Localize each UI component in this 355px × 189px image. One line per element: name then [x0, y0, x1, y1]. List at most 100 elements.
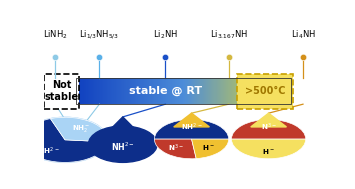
Bar [164, 78, 165, 104]
Bar [168, 78, 169, 104]
Bar [224, 78, 225, 104]
FancyBboxPatch shape [44, 74, 79, 108]
Bar [147, 78, 148, 104]
Bar [92, 78, 93, 104]
Bar [146, 78, 147, 104]
Bar [129, 78, 130, 104]
Bar [121, 78, 122, 104]
Polygon shape [105, 117, 140, 134]
Wedge shape [154, 139, 196, 159]
Wedge shape [192, 139, 229, 159]
Bar [231, 78, 233, 104]
Bar [270, 78, 271, 104]
Bar [133, 78, 134, 104]
Bar [237, 78, 238, 104]
Bar [249, 78, 250, 104]
Bar [109, 78, 110, 104]
Bar [80, 78, 81, 104]
Bar [214, 78, 215, 104]
Bar [179, 78, 180, 104]
Polygon shape [251, 113, 286, 127]
Bar [191, 78, 192, 104]
Bar [81, 78, 82, 104]
Text: NH$^{2-}$: NH$^{2-}$ [38, 145, 60, 156]
Bar [167, 78, 168, 104]
Bar [130, 78, 131, 104]
Bar [288, 78, 289, 104]
Bar [230, 78, 231, 104]
Bar [220, 78, 221, 104]
Bar [252, 78, 253, 104]
Bar [148, 78, 149, 104]
Bar [260, 78, 261, 104]
Bar [169, 78, 170, 104]
Bar [234, 78, 235, 104]
Bar [193, 78, 194, 104]
Bar [134, 78, 135, 104]
Bar [171, 78, 173, 104]
Bar [180, 78, 181, 104]
Bar [254, 78, 255, 104]
Bar [272, 78, 273, 104]
Bar [93, 78, 94, 104]
Text: Li$_2$NH: Li$_2$NH [153, 29, 178, 41]
Bar [236, 78, 237, 104]
Bar [194, 78, 195, 104]
Bar [94, 78, 95, 104]
Bar [76, 78, 291, 104]
Bar [111, 78, 113, 104]
Bar [212, 78, 213, 104]
Bar [218, 78, 219, 104]
Bar [136, 78, 137, 104]
Bar [103, 78, 104, 104]
Bar [159, 78, 160, 104]
Bar [238, 78, 239, 104]
Bar [100, 78, 101, 104]
Bar [181, 78, 182, 104]
Bar [286, 78, 288, 104]
Bar [280, 78, 281, 104]
Bar [166, 78, 167, 104]
Bar [277, 78, 278, 104]
Text: Not
stable: Not stable [44, 80, 79, 102]
Bar [248, 78, 249, 104]
Bar [202, 78, 203, 104]
Wedge shape [50, 117, 108, 142]
Bar [198, 78, 200, 104]
Bar [207, 78, 208, 104]
Bar [119, 78, 120, 104]
Bar [114, 78, 115, 104]
Bar [278, 78, 279, 104]
Bar [154, 78, 155, 104]
Bar [78, 78, 79, 104]
Text: >500°C: >500°C [245, 86, 285, 96]
Bar [152, 78, 153, 104]
Bar [162, 78, 163, 104]
Bar [170, 78, 171, 104]
Text: NH$^{2-}$: NH$^{2-}$ [111, 140, 135, 153]
Bar [158, 78, 159, 104]
Bar [87, 78, 88, 104]
Bar [122, 78, 123, 104]
Bar [117, 78, 118, 104]
Bar [163, 78, 164, 104]
Bar [262, 78, 263, 104]
Bar [150, 78, 151, 104]
Bar [140, 78, 141, 104]
Bar [210, 78, 211, 104]
Bar [143, 78, 144, 104]
Bar [290, 78, 291, 104]
Bar [222, 78, 223, 104]
Bar [271, 78, 272, 104]
Bar [274, 78, 275, 104]
Bar [149, 78, 150, 104]
Bar [124, 78, 125, 104]
Bar [182, 78, 183, 104]
Circle shape [88, 126, 157, 162]
Bar [101, 78, 102, 104]
Bar [151, 78, 152, 104]
Bar [255, 78, 256, 104]
Text: H$^-$: H$^-$ [262, 147, 275, 156]
Bar [106, 78, 107, 104]
Bar [206, 78, 207, 104]
